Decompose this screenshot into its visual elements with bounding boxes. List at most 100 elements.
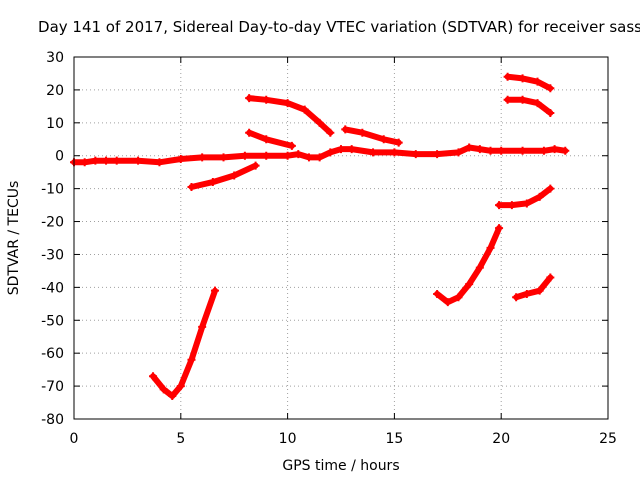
data-point bbox=[159, 385, 168, 394]
data-point bbox=[294, 150, 303, 159]
data-point bbox=[176, 382, 185, 391]
data-point bbox=[535, 192, 544, 201]
data-point bbox=[486, 146, 495, 155]
data-point bbox=[155, 158, 164, 167]
data-point bbox=[394, 138, 403, 147]
series-6 bbox=[149, 286, 219, 400]
data-point bbox=[134, 156, 143, 165]
data-point bbox=[245, 94, 254, 103]
data-point bbox=[283, 99, 292, 108]
chart-title: Day 141 of 2017, Sidereal Day-to-day VTE… bbox=[38, 18, 640, 36]
y-tick-label: 30 bbox=[46, 50, 64, 66]
data-point bbox=[251, 161, 260, 170]
series-5 bbox=[187, 161, 260, 191]
data-point bbox=[507, 201, 516, 210]
y-tick-label: -60 bbox=[41, 346, 64, 362]
data-point bbox=[149, 372, 158, 381]
data-point bbox=[198, 322, 207, 331]
data-point bbox=[326, 128, 335, 137]
data-point bbox=[245, 128, 254, 137]
data-point bbox=[546, 108, 555, 117]
data-point bbox=[512, 293, 521, 302]
data-point bbox=[522, 199, 531, 208]
data-point bbox=[454, 293, 463, 302]
data-point bbox=[379, 135, 388, 144]
series-4 bbox=[341, 125, 403, 147]
data-point bbox=[210, 286, 219, 295]
data-point bbox=[561, 146, 570, 155]
data-point bbox=[522, 289, 531, 298]
data-point bbox=[91, 156, 100, 165]
data-point bbox=[411, 150, 420, 159]
y-tick-label: 0 bbox=[55, 149, 64, 165]
data-point bbox=[219, 153, 228, 162]
x-axis-label: GPS time / hours bbox=[282, 458, 399, 474]
series-track bbox=[434, 225, 503, 306]
plot-border bbox=[73, 56, 609, 420]
series-track bbox=[342, 126, 402, 146]
x-tick-label: 0 bbox=[70, 431, 79, 447]
data-point bbox=[304, 153, 313, 162]
data-point bbox=[358, 128, 367, 137]
data-point bbox=[546, 184, 555, 193]
data-point bbox=[486, 243, 495, 252]
series-2 bbox=[245, 94, 335, 137]
data-point bbox=[300, 105, 309, 114]
y-tick-label: -40 bbox=[41, 280, 64, 296]
data-point bbox=[112, 156, 121, 165]
data-point bbox=[347, 145, 356, 154]
data-point bbox=[369, 148, 378, 157]
y-tick-label: -20 bbox=[41, 215, 64, 231]
data-point bbox=[283, 151, 292, 160]
series-11 bbox=[503, 95, 555, 117]
grid-lines bbox=[74, 57, 608, 419]
series-track bbox=[246, 129, 295, 149]
data-point bbox=[465, 143, 474, 152]
data-point bbox=[443, 298, 452, 307]
data-point bbox=[315, 118, 324, 127]
data-point bbox=[533, 77, 542, 86]
data-point bbox=[240, 151, 249, 160]
x-tick-label: 15 bbox=[385, 431, 403, 447]
y-tick-label: -30 bbox=[41, 247, 64, 263]
y-tick-label: -50 bbox=[41, 313, 64, 329]
data-point bbox=[337, 145, 345, 154]
data-point bbox=[546, 84, 555, 93]
x-tick-label: 20 bbox=[492, 431, 510, 447]
y-tick-label: -10 bbox=[41, 182, 64, 198]
y-tick-label: -70 bbox=[41, 379, 64, 395]
series-track bbox=[504, 73, 554, 92]
data-point bbox=[475, 145, 484, 154]
data-point bbox=[262, 151, 271, 160]
series-7 bbox=[433, 224, 504, 307]
data-point bbox=[187, 182, 196, 191]
x-tick-labels: 0 5 10 15 20 25 bbox=[70, 431, 617, 447]
data-point bbox=[465, 280, 474, 289]
data-point bbox=[497, 146, 506, 155]
series-track bbox=[504, 96, 554, 116]
data-point bbox=[326, 148, 335, 157]
data-point bbox=[518, 74, 527, 83]
data-point bbox=[546, 273, 555, 282]
series-track bbox=[188, 162, 259, 190]
data-point bbox=[341, 125, 350, 134]
data-point bbox=[433, 150, 442, 159]
data-point bbox=[198, 153, 207, 162]
y-tick-labels: -80 -70 -60 -50 -40 -30 -20 -10 0 10 20 30 bbox=[41, 50, 64, 428]
data-point bbox=[187, 355, 196, 364]
data-series bbox=[70, 72, 570, 400]
data-point bbox=[287, 141, 296, 150]
series-9 bbox=[512, 273, 555, 302]
data-point bbox=[533, 99, 542, 108]
x-tick-label: 25 bbox=[599, 431, 617, 447]
data-point bbox=[550, 145, 559, 154]
y-tick-label: 10 bbox=[46, 116, 64, 132]
y-tick-label: 20 bbox=[46, 83, 64, 99]
series-track bbox=[513, 274, 554, 301]
series-10 bbox=[503, 72, 555, 93]
data-point bbox=[495, 201, 504, 210]
series-8 bbox=[495, 184, 555, 210]
x-tick-label: 10 bbox=[279, 431, 297, 447]
data-point bbox=[539, 146, 548, 155]
